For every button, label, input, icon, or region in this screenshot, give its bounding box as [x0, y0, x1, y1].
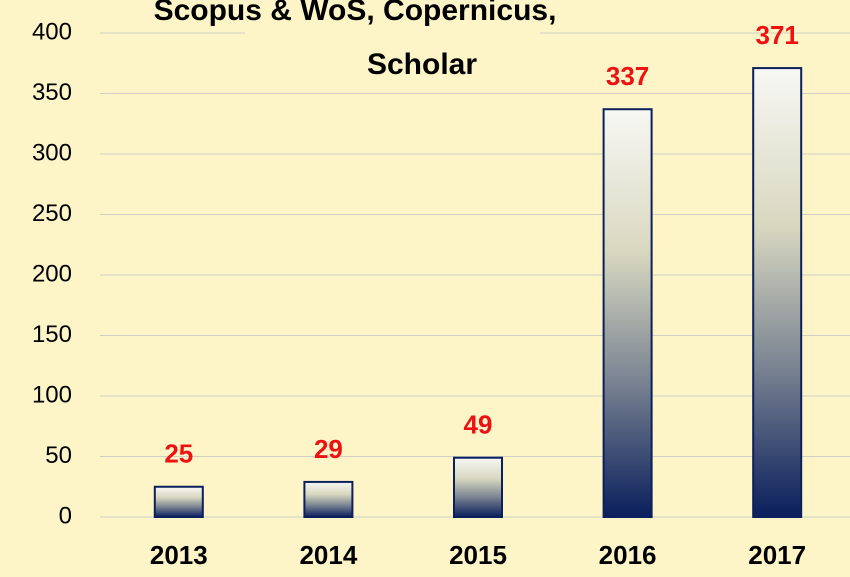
- value-label: 371: [756, 20, 799, 50]
- bar: [752, 67, 803, 518]
- chart-title: Scholar: [367, 48, 477, 81]
- x-tick-label: 2015: [449, 540, 507, 570]
- x-tick-label: 2017: [748, 540, 806, 570]
- y-tick-label: 50: [45, 442, 72, 469]
- y-tick-label: 100: [32, 381, 72, 408]
- x-tick-label: 2016: [599, 540, 657, 570]
- x-tick-label: 2014: [299, 540, 357, 570]
- x-tick-label: 2013: [150, 540, 208, 570]
- title-backdrop: [245, 0, 540, 88]
- value-label: 337: [606, 61, 649, 91]
- bar: [453, 456, 503, 518]
- chart-title: Scopus & WoS, Copernicus,: [154, 0, 557, 27]
- y-tick-label: 300: [32, 139, 72, 166]
- value-label: 25: [164, 439, 193, 469]
- value-label: 49: [464, 410, 493, 440]
- bar: [602, 108, 653, 518]
- y-tick-label: 400: [32, 18, 72, 45]
- value-label: 29: [314, 434, 343, 464]
- y-tick-label: 200: [32, 260, 72, 287]
- y-tick-label: 150: [32, 321, 72, 348]
- bar: [303, 480, 354, 519]
- marks: 2013 25 2014 29 2015 49 2016 337 2017 371: [150, 20, 806, 570]
- y-tick-label: 350: [32, 79, 72, 106]
- bar: [153, 485, 204, 518]
- y-tick-label: 0: [59, 502, 72, 529]
- y-tick-label: 250: [32, 200, 72, 227]
